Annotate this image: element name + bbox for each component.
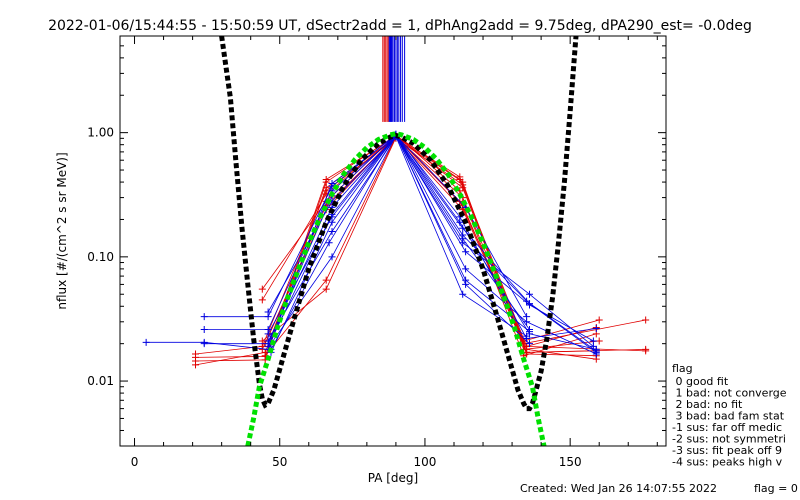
blue-trace-line [267,136,594,347]
red-trace-line [262,136,646,345]
red-trace-line [264,135,646,356]
red-plus-marker [459,184,467,192]
legend-entry: -1 sus: far off medic [672,421,782,434]
legend-entry: -2 sus: not symmetri [672,433,786,446]
legend-title: flag [672,362,693,375]
plot-frame [119,35,667,447]
blue-trace-line [204,136,597,353]
black-dashed-curve [219,36,579,412]
blue-plus-marker [459,290,467,298]
vertical-lines [382,36,406,122]
red-trace-line [195,136,600,366]
red-plus-marker [595,316,603,324]
blue-trace-line [270,135,594,342]
blue-plus-marker [325,239,333,247]
axes: 0 50 100 150 0.01 0.10 1.00 [87,36,666,469]
red-trace-line [195,136,597,358]
red-plus-marker [322,285,330,293]
blue-plus-marker [328,228,336,235]
model-curves [219,36,579,446]
blue-plus-marker [462,248,470,256]
blue-plus-marker [462,280,470,288]
flag-value: flag = 0 [754,482,798,495]
red-trace-line [195,134,597,362]
blue-trace-line [204,134,597,352]
legend-entry: -3 sus: fit peak off 9 [672,444,782,457]
blue-plus-marker [592,324,600,332]
legend-entry: 1 bad: not converge [672,387,787,400]
blue-plus-marker [200,326,208,334]
green-dashed-curve [245,131,547,446]
blue-plus-marker [264,330,272,338]
red-plus-marker [258,285,266,293]
blue-plus-marker [200,340,208,348]
blue-plus-marker [526,326,533,334]
blue-trace-line [204,133,597,350]
blue-plus-marker [526,340,533,348]
red-plus-marker [642,345,650,353]
blue-plus-marker [459,224,467,232]
legend-entry: 3 bad: bad fam stat [672,410,785,423]
blue-plus-marker [328,253,336,261]
legend-entry: 2 bad: no fit [672,398,743,411]
y-tick-label: 1.00 [87,126,114,140]
red-plus-marker [258,296,266,304]
blue-plus-marker [142,338,150,346]
created-timestamp: Created: Wed Jan 26 14:07:55 2022 [520,482,717,495]
red-plus-marker [322,276,330,284]
blue-plus-marker [592,350,600,358]
x-tick-label: 150 [559,455,582,469]
y-axis-label: nflux [#/(cm^2 s sr MeV)] [55,152,69,309]
blue-plus-marker [523,332,531,340]
blue-plus-marker [523,313,531,321]
flag-legend: flag 0 good fit 1 bad: not converge 2 ba… [672,362,787,469]
blue-plus-marker [264,308,272,316]
red-plus-marker [642,316,650,324]
red-trace-line [195,137,597,355]
blue-plus-marker [589,337,597,345]
y-tick-label: 0.10 [87,250,114,264]
blue-plus-marker [462,265,470,273]
blue-plus-marker [523,297,531,305]
blue-plus-marker [200,313,208,321]
legend-entry: -4 sus: peaks high v [672,456,783,469]
blue-plus-marker [526,301,533,309]
red-plus-marker [192,361,200,369]
x-axis-label: PA [deg] [368,471,418,485]
y-tick-label: 0.01 [87,374,114,388]
blue-plus-marker [459,235,467,243]
trace-lines [142,130,650,369]
red-plus-marker [192,350,200,358]
x-tick-label: 100 [413,455,436,469]
x-tick-label: 50 [272,455,287,469]
chart-title: 2022-01-06/15:44:55 - 15:50:59 UT, dSect… [48,18,752,34]
x-tick-label: 0 [131,455,139,469]
legend-entry: 0 good fit [672,375,729,388]
blue-plus-marker [526,290,533,298]
